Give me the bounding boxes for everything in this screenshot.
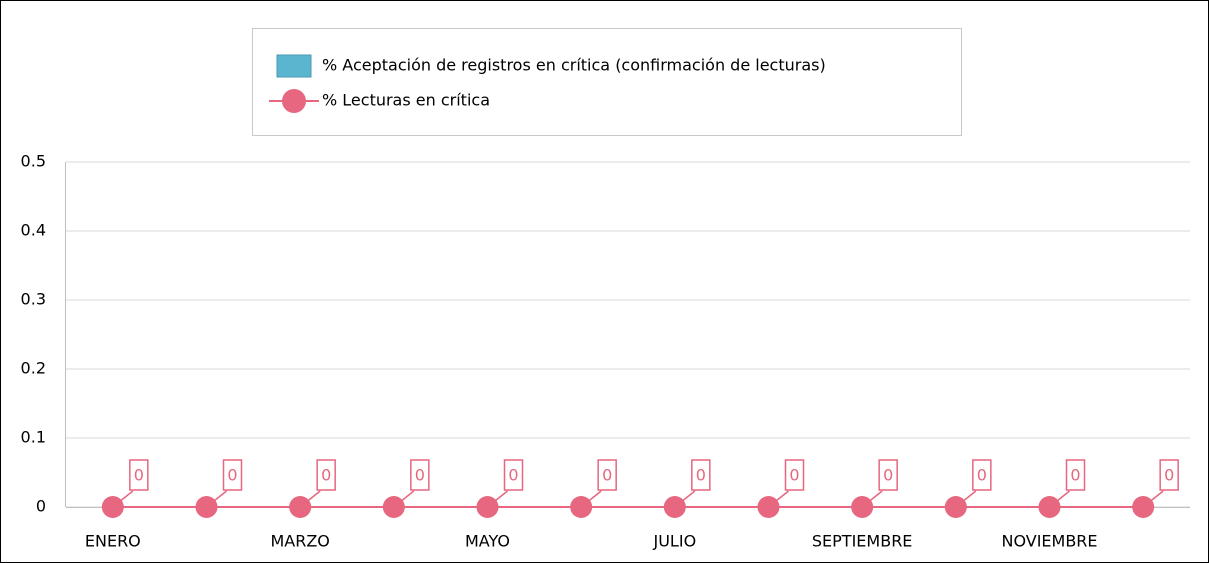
label-leader xyxy=(206,490,227,508)
x-tick-label: JULIO xyxy=(653,532,697,551)
y-tick-label: 0.4 xyxy=(21,221,46,240)
label-box xyxy=(316,459,336,491)
data-label: 0 xyxy=(1070,466,1080,485)
y-tick-label: 0.2 xyxy=(21,359,46,378)
label-leader xyxy=(861,490,883,508)
x-tick-label: SEPTIEMBRE xyxy=(812,532,913,551)
y-tick-label: 0 xyxy=(36,497,46,516)
label-leader xyxy=(299,490,321,508)
legend-swatch-marker xyxy=(282,89,306,113)
x-tick-label: MAYO xyxy=(465,532,510,551)
label-leader xyxy=(1049,490,1070,508)
x-tick-label: NOVIEMBRE xyxy=(1001,532,1097,551)
label-leader xyxy=(768,490,789,508)
data-label: 0 xyxy=(789,466,799,485)
y-tick-label: 0.5 xyxy=(21,152,46,171)
data-label: 0 xyxy=(321,466,331,485)
label-leader xyxy=(580,490,602,508)
label-box xyxy=(691,459,711,491)
legend-label: % Lecturas en crítica xyxy=(322,91,490,110)
y-tick-label: 0.3 xyxy=(21,290,46,309)
x-tick-label: MARZO xyxy=(270,532,329,551)
data-label: 0 xyxy=(508,466,518,485)
data-label: 0 xyxy=(977,466,987,485)
label-leader xyxy=(1142,490,1164,508)
y-tick-label: 0.1 xyxy=(21,428,46,447)
data-label: 0 xyxy=(415,466,425,485)
data-label: 0 xyxy=(1164,466,1174,485)
label-box xyxy=(972,459,992,491)
label-leader xyxy=(487,490,508,508)
label-box xyxy=(784,459,805,491)
label-leader xyxy=(393,490,415,508)
x-tick-label: ENERO xyxy=(85,532,141,551)
label-box xyxy=(410,459,430,491)
label-leader xyxy=(674,490,696,508)
label-box xyxy=(222,459,243,491)
label-box xyxy=(1159,459,1179,491)
label-box xyxy=(129,459,149,491)
label-box xyxy=(878,459,898,491)
data-label: 0 xyxy=(602,466,612,485)
data-label: 0 xyxy=(883,466,893,485)
label-box xyxy=(503,459,524,491)
legend-swatch xyxy=(276,54,312,78)
label-box xyxy=(1065,459,1086,491)
label-leader xyxy=(955,490,977,508)
legend-box xyxy=(252,28,962,136)
label-leader xyxy=(112,490,134,508)
label-box xyxy=(597,459,617,491)
legend-label: % Aceptación de registros en crítica (co… xyxy=(322,56,826,75)
data-label: 0 xyxy=(134,466,144,485)
data-label: 0 xyxy=(227,466,237,485)
data-label: 0 xyxy=(696,466,706,485)
